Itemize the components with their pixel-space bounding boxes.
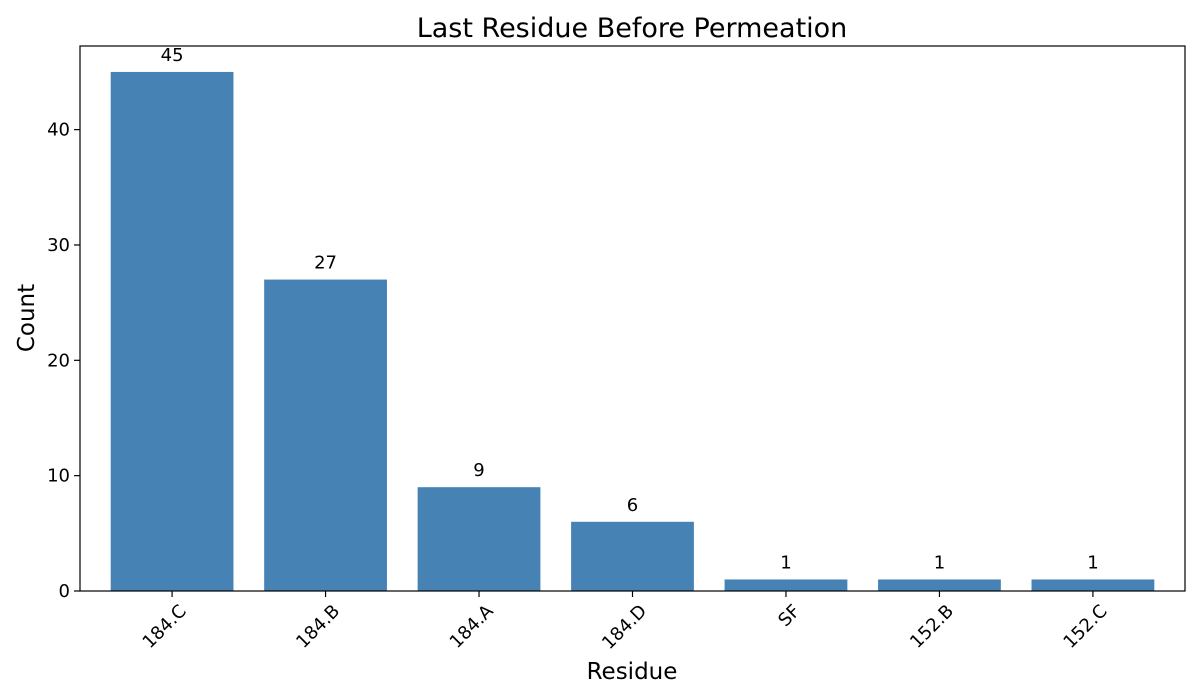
data-label-SF: 1 — [780, 552, 791, 573]
x-tick-label-152.B: 152.B — [906, 601, 958, 653]
data-label-152.C: 1 — [1087, 552, 1098, 573]
bar-SF — [724, 579, 848, 591]
y-axis: 0 10 20 30 40 — [47, 120, 80, 602]
data-label-184.B: 27 — [314, 253, 337, 274]
y-tick-label-20: 20 — [47, 350, 70, 371]
x-tick-label-152.C: 152.C — [1059, 601, 1111, 653]
bar-152.C — [1031, 579, 1155, 591]
data-label-152.B: 1 — [934, 552, 945, 573]
y-tick-label-40: 40 — [47, 120, 70, 141]
bar-152.B — [878, 579, 1001, 591]
bar-184.C — [110, 71, 234, 591]
x-tick-label-184.D: 184.D — [598, 601, 651, 654]
data-labels-group: 45 27 9 6 1 1 1 — [161, 45, 1099, 574]
y-tick-label-10: 10 — [47, 466, 70, 487]
data-label-184.D: 6 — [627, 495, 638, 516]
bars-group — [110, 71, 1155, 591]
x-tick-label-SF: SF — [774, 601, 804, 631]
data-label-184.A: 9 — [473, 460, 484, 481]
x-axis-label: Residue — [587, 659, 678, 685]
bar-184.D — [571, 521, 694, 591]
bar-184.A — [417, 487, 541, 591]
data-label-184.C: 45 — [161, 45, 184, 66]
x-tick-label-184.A: 184.A — [446, 600, 498, 652]
x-axis: 184.C 184.B 184.A 184.D SF 152.B 152.C — [139, 591, 1112, 654]
x-tick-label-184.B: 184.B — [292, 601, 344, 653]
bar-184.B — [264, 279, 387, 591]
chart-title: Last Residue Before Permeation — [417, 13, 848, 44]
y-tick-label-0: 0 — [59, 581, 70, 602]
x-tick-label-184.C: 184.C — [139, 601, 191, 653]
y-axis-label: Count — [14, 284, 40, 352]
y-tick-label-30: 30 — [47, 235, 70, 256]
